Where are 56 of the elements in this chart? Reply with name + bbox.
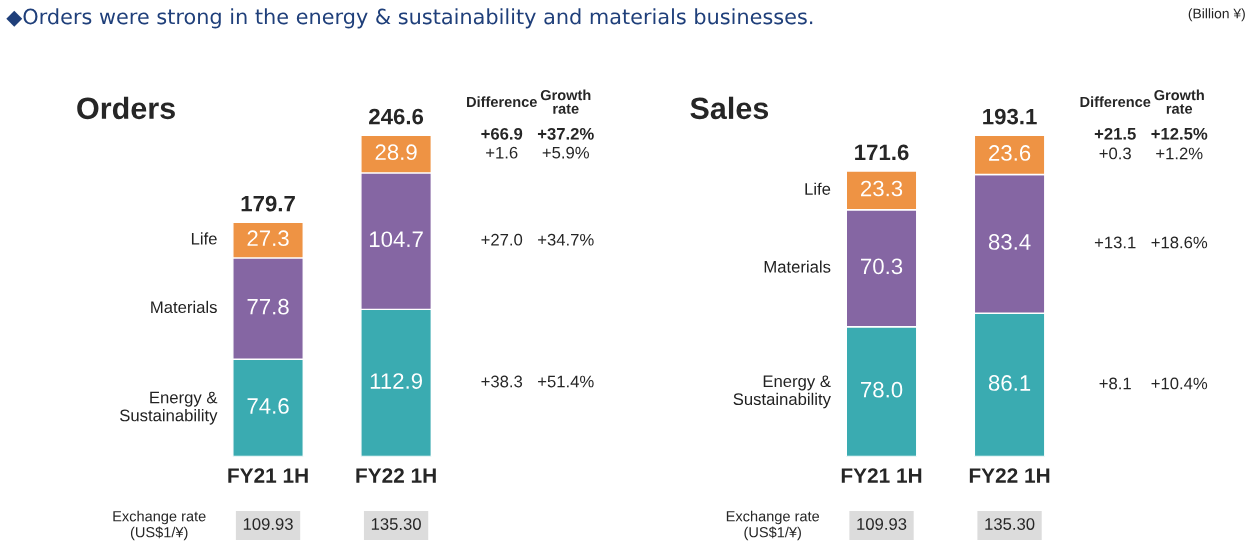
text: +38.3 [481, 375, 523, 388]
total-label: 179.7 [241, 195, 295, 212]
chart-title: Sales [690, 96, 769, 120]
x-tick-label: FY22 1H [969, 468, 1050, 483]
series-label: Life [805, 182, 831, 195]
text: 135.30 [985, 518, 1035, 530]
series-label: Energy & Sustainability [733, 375, 831, 409]
data-label: 78.0 [861, 381, 903, 398]
total-label: 171.6 [855, 144, 909, 161]
text: +27.0 [481, 233, 523, 246]
text: +8.1 [1099, 377, 1131, 390]
text: +21.5 [1094, 127, 1136, 140]
text: 109.93 [243, 518, 293, 530]
data-label: 83.4 [988, 234, 1031, 250]
text: +10.4% [1151, 377, 1208, 390]
x-tick-label: FY21 1H [228, 468, 308, 483]
text: Difference [1080, 96, 1151, 108]
data-label: 28.9 [375, 144, 417, 161]
text: Exchange rate (US$1/¥) [113, 510, 206, 541]
data-label: 86.1 [988, 375, 1031, 391]
text: +18.6% [1151, 236, 1208, 249]
data-label: 27.3 [247, 230, 289, 247]
text: Growth rate [540, 89, 591, 114]
data-label: 74.6 [247, 398, 289, 414]
x-tick-label: FY21 1H [841, 468, 922, 483]
data-label: 112.9 [370, 373, 423, 389]
data-label: 104.7 [369, 231, 423, 248]
chart-title: Orders [77, 96, 175, 120]
series-label: Materials [151, 300, 217, 314]
data-label: 70.3 [861, 258, 903, 275]
series-label: Materials [764, 260, 831, 273]
text: +34.7% [538, 233, 594, 246]
series-label: Energy & Sustainability [120, 391, 218, 425]
series-label: Life [191, 232, 217, 245]
text: +1.6 [486, 146, 518, 159]
text: ◆Orders were strong in the energy & sustainability and materials businesses. [6, 8, 813, 29]
data-label: 23.3 [861, 180, 903, 197]
data-label: 23.6 [989, 145, 1031, 161]
data-label: 77.8 [247, 298, 289, 315]
text: Difference [467, 96, 537, 108]
text: Exchange rate (US$1/¥) [726, 510, 820, 541]
total-label: 193.1 [983, 108, 1037, 125]
text: +51.4% [538, 375, 594, 388]
text: (Billion ¥) [1188, 8, 1245, 22]
text: Growth rate [1154, 89, 1204, 114]
text: +37.2% [537, 127, 594, 140]
text: +12.5% [1151, 127, 1208, 140]
text: +1.2% [1156, 147, 1203, 160]
text: +13.1 [1094, 236, 1136, 249]
text: +5.9% [542, 146, 590, 159]
text: +0.3 [1099, 147, 1131, 160]
x-tick-label: FY22 1H [356, 468, 436, 483]
text: 135.30 [371, 518, 421, 530]
text: 109.93 [857, 518, 907, 530]
text: +66.9 [481, 127, 523, 140]
total-label: 246.6 [369, 108, 424, 125]
